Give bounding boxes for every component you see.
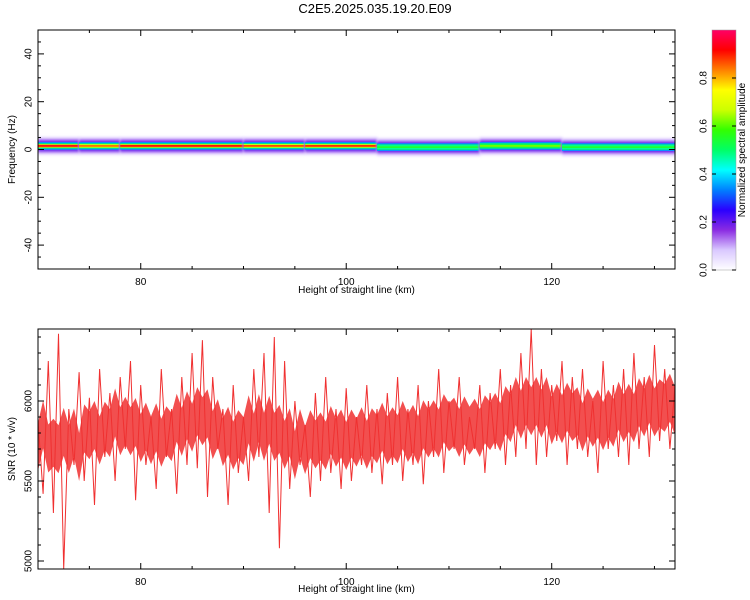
spectrogram-y-tick-label: -40 (24, 237, 35, 252)
spectrogram-band-cell (38, 145, 80, 147)
snr-x-tick-label: 120 (543, 577, 560, 588)
colorbar-ticks: 0.0 0.2 0.4 0.6 0.8 (699, 71, 736, 277)
spectrogram-band-cell (377, 146, 481, 148)
snr-y-tick-label: 5000 (24, 549, 35, 572)
colorbar-scale (711, 29, 737, 271)
colorbar-label: Normalized spectral amplitude (737, 82, 748, 217)
colorbar-tick-label: 0.2 (699, 215, 710, 229)
colorbar-tick-label: 0.0 (699, 263, 710, 277)
spectrogram-y-tick-label: 20 (24, 96, 35, 108)
spectrogram-panel: 80 100 120 -40 -20 0 20 40 Height of straight … (7, 29, 676, 296)
snr-series-body (38, 373, 675, 481)
snr-y-tick-label: 5500 (24, 469, 35, 492)
colorbar-tick-label: 0.4 (699, 167, 710, 181)
spectrogram-x-ticks: 80 100 120 (37, 30, 655, 288)
snr-series-line (38, 329, 675, 569)
spectrogram-y-tick-label: -20 (24, 190, 35, 205)
snr-y-axis-title: SNR (10 * v/v) (7, 417, 18, 481)
spectrogram-y-ticks: -40 -20 0 20 40 (24, 29, 675, 270)
spectrogram-band-cell (243, 145, 306, 147)
spectrogram-band-cell (479, 145, 563, 147)
page-title: C2E5.2025.035.19.20.E09 (298, 1, 452, 16)
snr-panel: 80 100 120 5000 5500 6000 Height of straight… (7, 328, 676, 595)
snr-y-ticks: 5000 5500 6000 (24, 336, 675, 572)
snr-plot-area (38, 329, 675, 569)
spectrogram-x-tick-label: 100 (338, 277, 355, 288)
snr-x-axis-title: Height of straight line (km) (298, 584, 415, 595)
spectrogram-x-axis-title: Height of straight line (km) (298, 285, 415, 296)
spectrogram-plot-area (38, 136, 675, 157)
spectrogram-x-tick-label: 120 (543, 277, 560, 288)
snr-x-tick-label: 80 (135, 577, 147, 588)
snr-x-ticks: 80 100 120 (37, 329, 655, 588)
spectrogram-y-tick-label: 40 (24, 48, 35, 60)
spectrogram-band-cell (79, 145, 121, 147)
snr-y-tick-label: 6000 (24, 389, 35, 412)
spectrogram-band-cell (561, 146, 675, 148)
spectrogram-band-cell (120, 145, 244, 147)
spectrogram-y-tick-label: 0 (24, 146, 35, 152)
colorbar-tick-label: 0.6 (699, 119, 710, 133)
colorbar-tick-label: 0.8 (699, 71, 710, 85)
spectrogram-x-tick-label: 80 (135, 277, 147, 288)
spectrogram-band-cell (305, 145, 378, 147)
spectrogram-y-axis-title: Frequency (Hz) (7, 115, 18, 184)
colorbar: 0.0 0.2 0.4 0.6 0.8 Normalized spectral ampl… (699, 29, 748, 277)
snr-x-tick-label: 100 (338, 577, 355, 588)
